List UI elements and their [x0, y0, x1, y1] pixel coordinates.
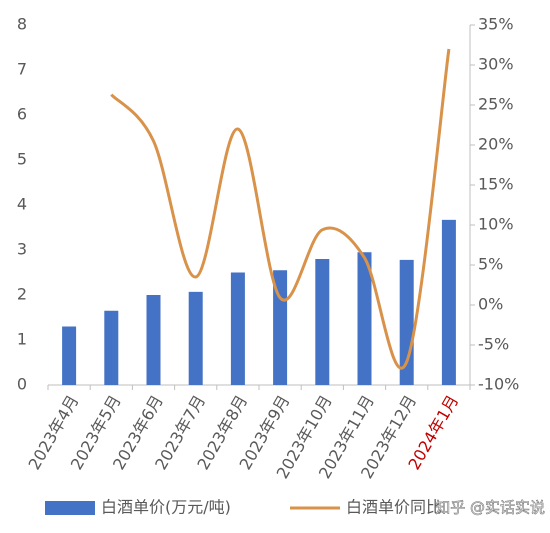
y2-tick-label: -5% — [478, 335, 509, 354]
bar — [357, 252, 372, 385]
y2-tick-label: 20% — [478, 135, 514, 154]
line — [110, 48, 451, 370]
y-tick-label: 1 — [17, 330, 27, 349]
y2-tick-label: 35% — [478, 15, 514, 34]
watermark: 知乎 @实话实说 — [435, 499, 545, 517]
y2-tick-label: -10% — [478, 375, 519, 394]
y-tick-label: 4 — [17, 195, 27, 214]
legend-label: 白酒单价(万元/吨) — [101, 498, 231, 517]
y-tick-label: 3 — [17, 240, 27, 259]
bar — [399, 259, 414, 385]
bar — [62, 326, 77, 385]
legend-label: 白酒单价同比 — [346, 498, 442, 517]
bar — [441, 219, 456, 385]
y2-tick-label: 0% — [478, 295, 503, 314]
y-tick-label: 0 — [17, 375, 27, 394]
legend-swatch — [45, 501, 95, 515]
y-tick-label: 7 — [17, 60, 27, 79]
y-tick-label: 5 — [17, 150, 27, 169]
bar — [315, 259, 330, 385]
bar — [146, 295, 161, 385]
y-tick-label: 6 — [17, 105, 27, 124]
y2-tick-label: 30% — [478, 55, 514, 74]
y2-tick-label: 10% — [478, 215, 514, 234]
y2-tick-label: 5% — [478, 255, 503, 274]
y2-tick-label: 15% — [478, 175, 514, 194]
y-tick-label: 2 — [17, 285, 27, 304]
bar — [230, 272, 245, 385]
y-tick-label: 8 — [17, 15, 27, 34]
y2-tick-label: 25% — [478, 95, 514, 114]
bar — [188, 291, 203, 385]
bar — [104, 310, 119, 385]
